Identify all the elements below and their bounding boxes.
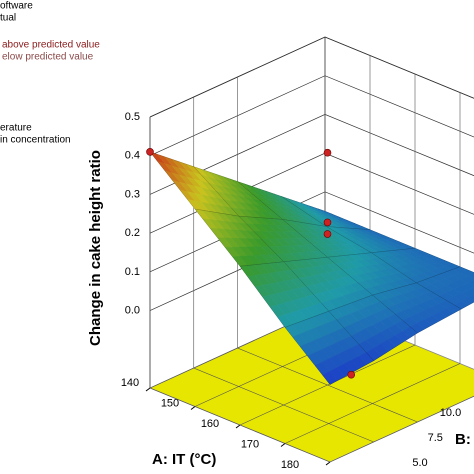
surface-cell xyxy=(237,181,327,227)
grid-line xyxy=(284,92,461,444)
y-tick-label: 10.0 xyxy=(440,407,461,419)
surface-patch xyxy=(460,282,474,290)
x-axis-label: A: IT (°C) xyxy=(152,451,216,468)
grid-line xyxy=(237,77,418,423)
surface-patch xyxy=(446,304,462,314)
x-tick-label: 170 xyxy=(241,438,259,450)
design-point xyxy=(347,370,356,379)
surface-cell xyxy=(328,294,418,361)
surface-cell xyxy=(193,166,284,220)
surface-cell xyxy=(372,282,462,334)
legend-note: erature xyxy=(0,123,32,134)
surface-cell xyxy=(239,261,330,328)
surface-cell xyxy=(284,310,375,385)
legend-note: oftware xyxy=(0,1,33,12)
box-edge xyxy=(149,36,474,118)
tick-mark xyxy=(280,443,286,447)
tick-mark xyxy=(325,461,331,466)
legend-note: above predicted value xyxy=(2,40,100,51)
design-point xyxy=(323,230,332,238)
surface-patch xyxy=(402,326,418,338)
design-point xyxy=(323,148,332,157)
surface-patch xyxy=(358,352,375,365)
z-tick-label: 0.0 xyxy=(125,304,140,316)
x-tick-label: 140 xyxy=(121,377,139,389)
surface-patch xyxy=(460,296,474,306)
tick-mark xyxy=(190,406,196,410)
surface-patch xyxy=(467,279,474,286)
surface-cell xyxy=(194,208,285,267)
z-axis-label: Change in cake height ratio xyxy=(87,150,104,346)
surface-patch xyxy=(467,294,474,301)
legend-note: tual xyxy=(0,13,16,24)
z-tick-label: 0.5 xyxy=(125,111,140,123)
legend-note: in concentration xyxy=(0,135,71,146)
z-tick-label: 0.1 xyxy=(125,266,140,278)
surface-cell xyxy=(281,219,372,258)
surface-patch xyxy=(467,286,474,293)
surface-patch xyxy=(467,273,474,279)
surface-cell xyxy=(283,257,373,312)
grid-line xyxy=(329,395,474,463)
grid-line xyxy=(149,75,474,157)
x-tick-label: 160 xyxy=(201,418,219,430)
grid-line xyxy=(239,74,416,426)
y-axis-label: B: xyxy=(455,431,471,448)
x-tick-label: 180 xyxy=(281,459,299,471)
y-tick-label: 7.5 xyxy=(428,432,443,444)
surface-cell xyxy=(238,215,328,262)
surface-patch xyxy=(459,269,474,277)
grid-line xyxy=(149,117,331,463)
z-tick-label: 0.2 xyxy=(125,227,140,239)
plot-area: 0.0 0.1 0.2 0.3 0.4 0.5 140 150 160 170 180 5.0 7.5 1… xyxy=(121,36,474,471)
surface-patch xyxy=(460,289,474,298)
surface-patch xyxy=(459,275,474,283)
grid-line xyxy=(149,36,474,118)
x-tick-label: 150 xyxy=(161,397,179,409)
tick-mark xyxy=(235,424,241,429)
y-tick-label: 5.0 xyxy=(412,457,427,469)
design-point xyxy=(146,148,154,156)
surface-cell xyxy=(370,248,461,284)
design-point xyxy=(323,218,332,227)
surface-mesh xyxy=(284,310,375,385)
z-tick-label: 0.3 xyxy=(125,188,140,200)
surface-cell xyxy=(415,266,474,310)
tick-mark xyxy=(145,387,151,392)
surface-cell xyxy=(149,151,240,217)
legend-note: elow predicted value xyxy=(2,52,94,63)
z-tick-label: 0.4 xyxy=(125,150,140,162)
